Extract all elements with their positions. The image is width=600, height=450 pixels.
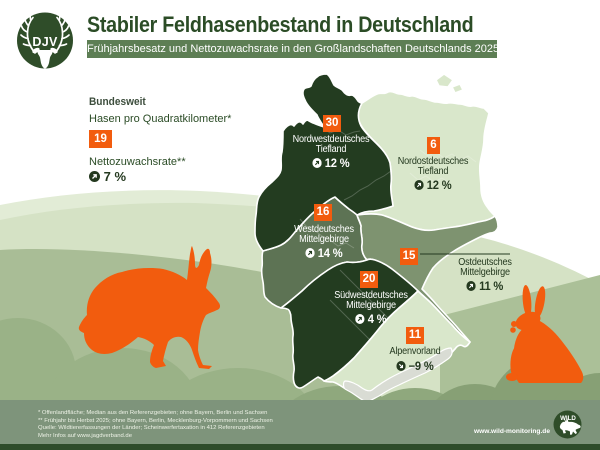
svg-text:WILD: WILD	[560, 415, 576, 422]
svg-text:DJV: DJV	[32, 35, 58, 49]
